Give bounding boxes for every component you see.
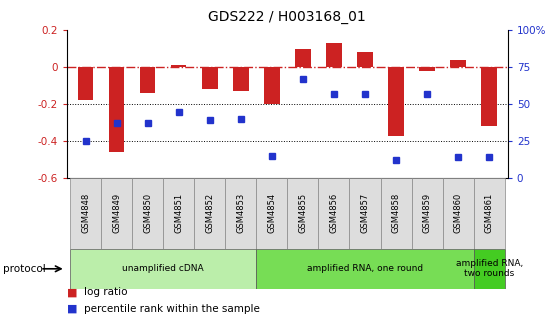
Bar: [388, 67, 404, 136]
Text: GSM4856: GSM4856: [329, 193, 339, 234]
Text: ■: ■: [67, 287, 78, 297]
Text: GSM4851: GSM4851: [174, 193, 183, 234]
Bar: [256, 249, 474, 289]
Text: GSM4849: GSM4849: [112, 193, 121, 234]
Bar: [326, 43, 341, 67]
Bar: [202, 67, 218, 89]
Bar: [140, 67, 156, 93]
Bar: [450, 60, 466, 67]
Bar: [287, 178, 319, 249]
Text: GSM4858: GSM4858: [392, 193, 401, 234]
Bar: [474, 178, 504, 249]
Text: GSM4859: GSM4859: [422, 193, 431, 234]
Text: log ratio: log ratio: [84, 287, 127, 297]
Bar: [163, 178, 194, 249]
Bar: [233, 67, 248, 91]
Text: GSM4861: GSM4861: [485, 193, 494, 234]
Bar: [319, 178, 349, 249]
Text: percentile rank within the sample: percentile rank within the sample: [84, 304, 259, 314]
Text: amplified RNA,
two rounds: amplified RNA, two rounds: [455, 259, 523, 279]
Text: GSM4848: GSM4848: [81, 193, 90, 234]
Text: GSM4854: GSM4854: [267, 193, 276, 234]
Text: ■: ■: [67, 304, 78, 314]
Bar: [381, 178, 412, 249]
Bar: [264, 67, 280, 104]
Text: amplified RNA, one round: amplified RNA, one round: [307, 264, 423, 273]
Bar: [101, 178, 132, 249]
Bar: [109, 67, 124, 152]
Text: protocol: protocol: [3, 264, 46, 274]
Text: GSM4855: GSM4855: [299, 193, 307, 234]
Bar: [474, 249, 504, 289]
Bar: [442, 178, 474, 249]
Bar: [357, 52, 373, 67]
Bar: [194, 178, 225, 249]
Bar: [482, 67, 497, 126]
Bar: [171, 66, 186, 67]
Bar: [70, 178, 101, 249]
Bar: [256, 178, 287, 249]
Bar: [419, 67, 435, 71]
Text: GSM4852: GSM4852: [205, 193, 214, 234]
Bar: [70, 249, 256, 289]
Text: GSM4853: GSM4853: [236, 193, 246, 234]
Text: GSM4857: GSM4857: [360, 193, 369, 234]
Bar: [349, 178, 381, 249]
Text: GSM4860: GSM4860: [454, 193, 463, 234]
Bar: [132, 178, 163, 249]
Bar: [225, 178, 256, 249]
Bar: [295, 49, 311, 67]
Text: GDS222 / H003168_01: GDS222 / H003168_01: [209, 10, 366, 24]
Text: unamplified cDNA: unamplified cDNA: [122, 264, 204, 273]
Bar: [412, 178, 442, 249]
Bar: [78, 67, 93, 100]
Text: GSM4850: GSM4850: [143, 193, 152, 234]
